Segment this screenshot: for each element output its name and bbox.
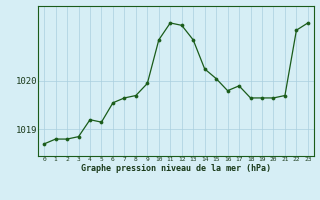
X-axis label: Graphe pression niveau de la mer (hPa): Graphe pression niveau de la mer (hPa)	[81, 164, 271, 173]
